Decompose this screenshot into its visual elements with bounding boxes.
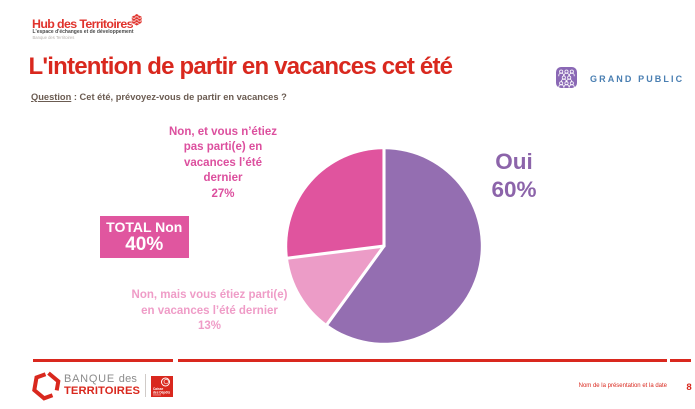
- svg-text:des Dépôts: des Dépôts: [153, 390, 170, 394]
- svg-text:Caisse: Caisse: [153, 387, 164, 391]
